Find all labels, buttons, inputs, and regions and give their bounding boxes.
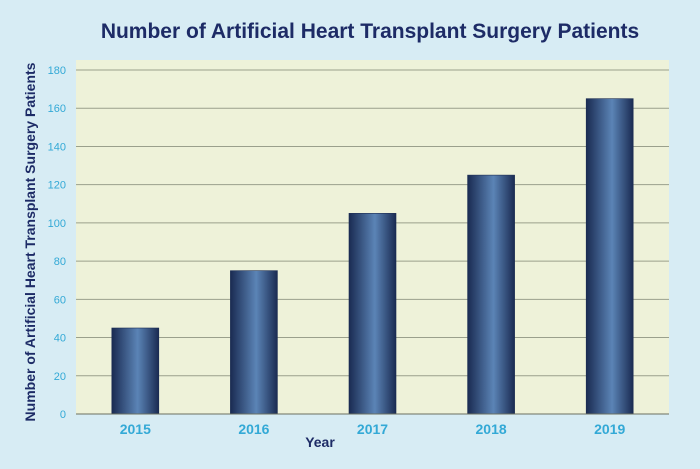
- y-tick-label: 20: [54, 371, 66, 383]
- x-tick-label: 2015: [120, 421, 151, 437]
- y-tick-label: 60: [54, 294, 66, 306]
- x-axis-title: Year: [305, 434, 335, 450]
- x-tick-label: 2016: [238, 421, 269, 437]
- chart-title: Number of Artificial Heart Transplant Su…: [100, 20, 640, 43]
- x-tick-label: 2019: [594, 421, 625, 437]
- bar-2017: [348, 213, 397, 415]
- x-tick-label: 2018: [476, 421, 507, 437]
- x-axis-ticks: 2015 2016 2017 2018 2019: [120, 421, 626, 437]
- bar-2018: [467, 174, 515, 415]
- x-tick-label: 2017: [357, 421, 388, 437]
- bars: [111, 98, 634, 415]
- y-tick-label: 40: [54, 333, 66, 345]
- bar-2015: [111, 327, 160, 415]
- bar-2019: [585, 98, 634, 415]
- y-tick-label: 180: [48, 65, 66, 77]
- y-tick-label: 100: [48, 218, 66, 230]
- y-tick-label: 0: [60, 409, 66, 421]
- y-tick-label: 120: [48, 180, 66, 192]
- y-axis-ticks: 0 20 40 60 80 100 120 140 160 180: [48, 65, 66, 421]
- y-tick-label: 140: [48, 141, 66, 153]
- y-tick-label: 80: [54, 256, 66, 268]
- y-tick-label: 160: [48, 103, 66, 115]
- bar-2016: [230, 270, 278, 415]
